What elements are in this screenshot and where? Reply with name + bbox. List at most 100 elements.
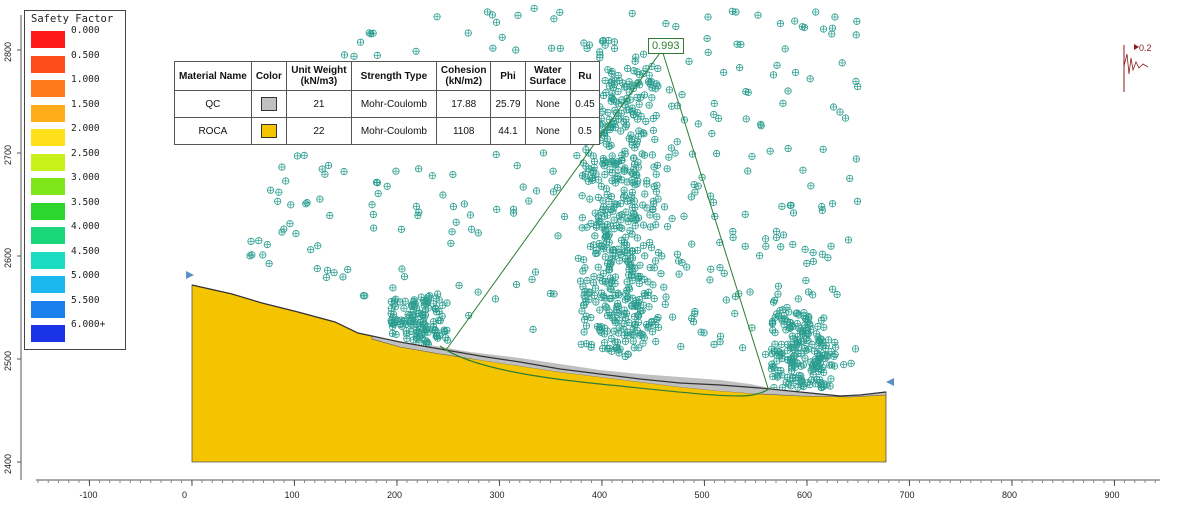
slip-center-marker <box>582 312 590 320</box>
slip-center-marker <box>635 279 643 288</box>
slip-center-marker <box>663 222 672 231</box>
slip-center-marker <box>643 177 651 185</box>
slip-center-marker <box>762 235 770 243</box>
slip-center-marker <box>766 147 774 155</box>
slip-center-marker <box>851 345 860 353</box>
legend-item-label: 4.500 <box>71 245 100 257</box>
legend-item: 3.000 <box>31 172 123 195</box>
slip-center-marker <box>611 123 620 132</box>
critical-safety-factor-label[interactable]: 0.993 <box>648 38 684 54</box>
y-tick-label: 2700 <box>3 144 13 165</box>
slip-center-marker <box>624 350 632 358</box>
slip-center-marker <box>602 89 610 97</box>
slip-center-marker <box>620 320 628 328</box>
slip-center-marker <box>428 326 437 334</box>
slip-center-marker <box>754 11 762 19</box>
slip-center-marker <box>609 251 617 260</box>
slip-center-marker <box>601 339 609 347</box>
slip-center-marker <box>789 322 797 331</box>
slip-center-marker <box>389 284 397 292</box>
slip-center-marker <box>814 322 822 331</box>
safety-factor-legend: Safety Factor 0.000 0.500 1.000 1.500 2.000 2… <box>24 10 126 350</box>
slip-center-marker <box>597 208 605 217</box>
slip-center-marker <box>618 79 627 87</box>
slip-center-marker <box>827 347 835 356</box>
slip-center-marker <box>339 273 347 281</box>
slip-center-marker <box>512 46 520 54</box>
slip-center-marker <box>400 273 409 281</box>
legend-item-label: 2.500 <box>71 147 100 159</box>
slip-center-marker <box>625 283 633 291</box>
slip-center-marker <box>259 251 267 259</box>
material-name: ROCA <box>174 117 252 145</box>
slip-center-marker <box>370 224 378 232</box>
slip-center-marker <box>608 67 616 75</box>
phi: 44.1 <box>490 117 526 145</box>
col-water-surface: Water Surface <box>524 61 572 91</box>
slip-center-marker <box>652 170 660 178</box>
slip-center-marker <box>635 100 643 108</box>
x-tick-label: 800 <box>1002 490 1018 500</box>
slip-center-marker <box>792 68 800 77</box>
slip-center-marker <box>607 158 616 166</box>
slip-center-marker <box>604 66 612 74</box>
slip-center-marker <box>324 161 333 170</box>
slip-center-marker <box>601 171 609 179</box>
slip-center-marker <box>622 309 631 318</box>
slip-center-marker <box>255 237 263 245</box>
slip-center-marker <box>708 130 716 138</box>
slip-center-marker <box>807 358 815 366</box>
slip-center-marker <box>706 192 715 200</box>
slip-center-marker <box>266 186 275 194</box>
slip-center-marker <box>633 234 642 242</box>
slip-center-marker <box>667 144 675 152</box>
legend-item: 1.000 <box>31 74 123 97</box>
legend-item-label: 1.000 <box>71 74 100 85</box>
slip-center-marker <box>777 340 786 348</box>
slip-center-marker <box>784 87 792 95</box>
slip-center-marker <box>409 311 417 319</box>
unit-weight: 22 <box>285 117 352 145</box>
slip-center-marker <box>643 204 651 212</box>
slip-center-marker <box>614 329 623 337</box>
slip-center-marker <box>607 222 615 230</box>
x-tick-label: 700 <box>899 490 915 500</box>
slip-center-marker <box>369 29 377 37</box>
col-unit-weight: Unit Weight (kN/m3) <box>285 61 352 91</box>
slip-center-marker <box>432 294 440 302</box>
slip-center-marker <box>769 298 778 306</box>
slip-center-marker <box>640 130 648 138</box>
legend-item-label: 4.000 <box>71 221 100 232</box>
slip-center-marker <box>287 201 295 209</box>
slip-center-marker <box>412 47 420 55</box>
slip-center-marker <box>648 328 657 336</box>
slip-center-marker <box>554 232 562 240</box>
slip-center-marker <box>578 214 586 222</box>
slip-center-marker <box>642 117 650 126</box>
slip-center-marker <box>846 174 854 183</box>
materials-table: Material Name Color Unit Weight (kN/m3) … <box>174 61 600 145</box>
slip-center-marker <box>770 364 778 372</box>
material-row-qc[interactable]: QC 21 Mohr-Coulomb 17.88 25.79 None 0.45 <box>174 90 600 118</box>
slip-center-marker <box>419 310 427 318</box>
slip-center-marker <box>314 242 322 250</box>
y-tick-label: 2600 <box>3 247 13 268</box>
slip-center-marker <box>637 307 645 315</box>
slip-center-marker <box>794 349 802 358</box>
slip-center-marker <box>776 20 784 28</box>
legend-color-swatch <box>31 300 65 318</box>
slip-center-marker <box>694 182 702 190</box>
slip-center-marker <box>590 291 599 300</box>
legend-item: 4.500 <box>31 246 123 269</box>
slip-center-marker <box>548 44 556 52</box>
slip-center-marker <box>625 134 633 143</box>
slip-center-marker <box>816 337 824 345</box>
material-row-roca[interactable]: ROCA 22 Mohr-Coulomb 1108 44.1 None 0.5 <box>174 117 600 145</box>
slip-center-marker <box>792 309 800 318</box>
slip-center-marker <box>809 365 817 374</box>
legend-item-label: 2.000 <box>71 123 100 134</box>
slip-center-marker <box>436 317 444 325</box>
material-color-swatch <box>260 97 277 111</box>
slip-center-marker <box>853 197 862 205</box>
